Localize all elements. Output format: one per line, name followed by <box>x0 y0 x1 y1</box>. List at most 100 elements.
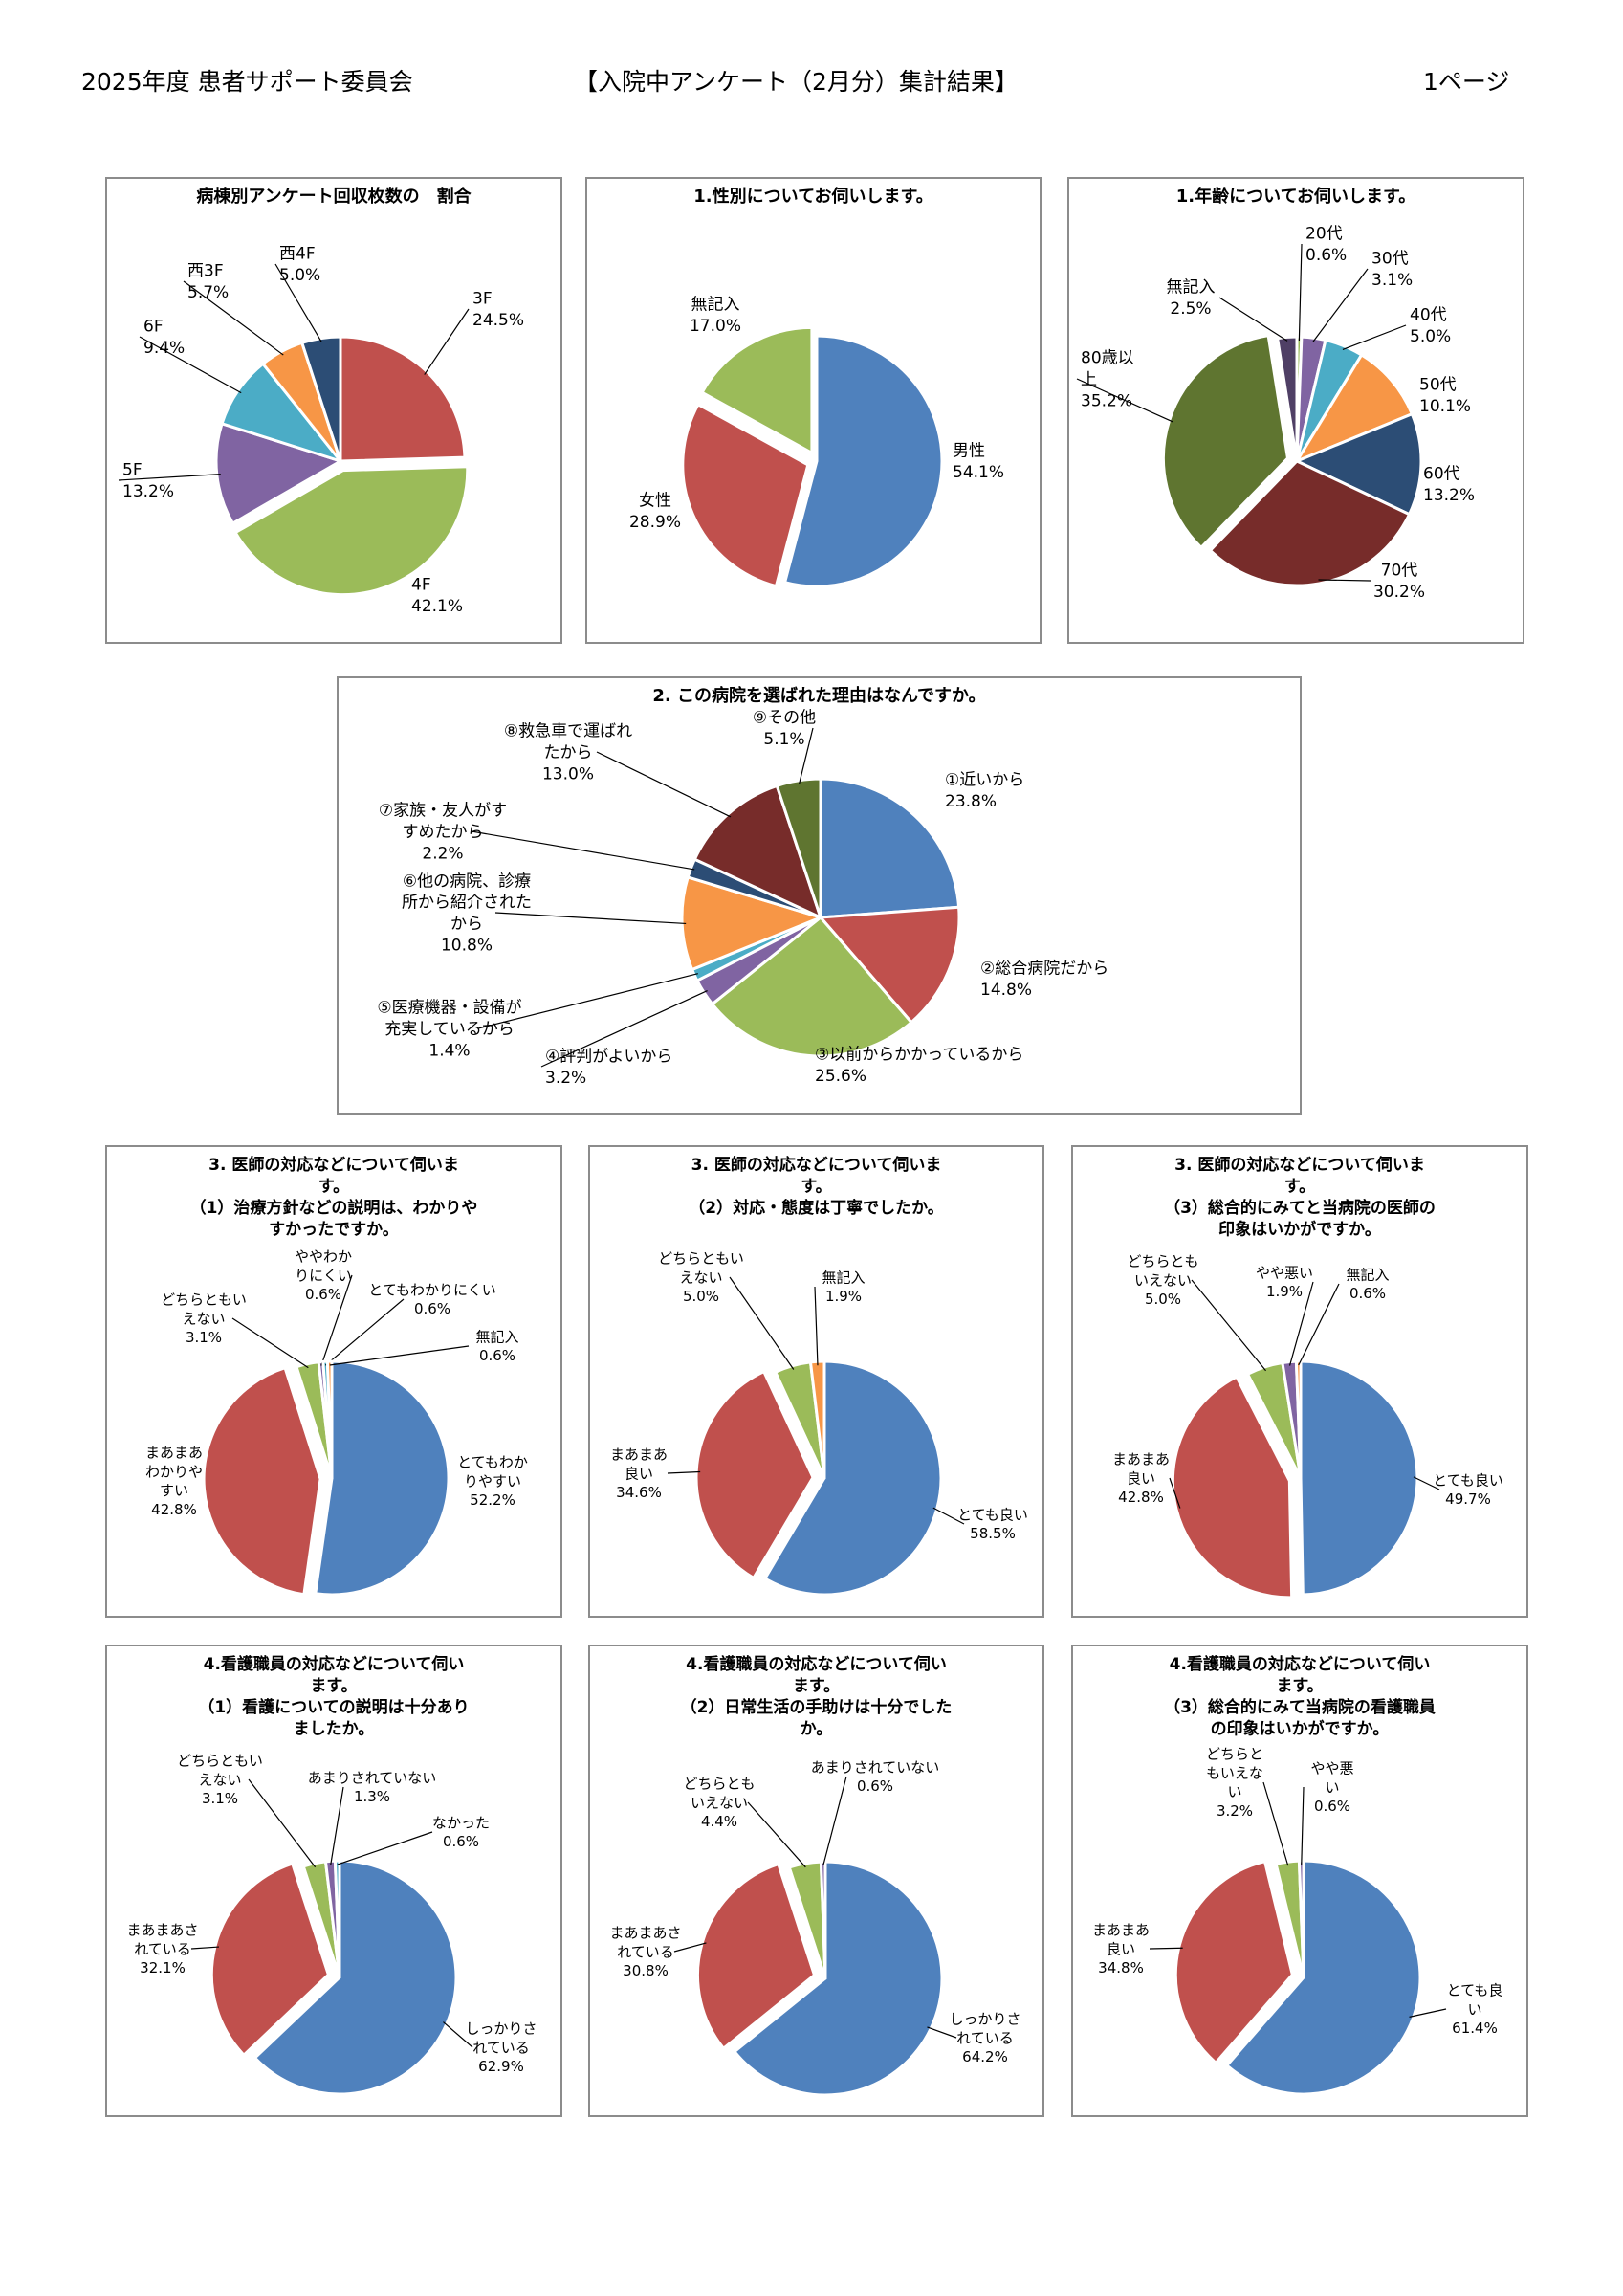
chart-title: （2）日常生活の手助けは十分でした <box>681 1697 953 1717</box>
slice-value-label: 49.7% <box>1445 1490 1491 1508</box>
header-survey-title: 【入院中アンケート（2月分）集計結果】 <box>574 68 1019 96</box>
leader-line <box>329 1345 470 1366</box>
leader-line <box>927 2026 957 2039</box>
pie-slice <box>333 1859 341 1979</box>
pie-slice <box>819 1860 827 1980</box>
slice-category-label: 無記入 <box>475 1328 518 1345</box>
slice-category-label: どちらとも <box>1127 1252 1198 1269</box>
slice-category-label: 無記入 <box>822 1269 865 1286</box>
leader-line <box>337 1831 433 1866</box>
slice-category-label: なかった <box>432 1814 490 1831</box>
chart-title: の印象はいかがですか。 <box>1211 1718 1390 1738</box>
pie-slice <box>819 905 961 1025</box>
slice-category-label: から <box>450 915 483 934</box>
pie-slice <box>783 334 944 588</box>
slice-category-label: 上 <box>1081 370 1097 389</box>
leader-line <box>477 973 698 1029</box>
slice-category-label: いえない <box>691 1794 748 1811</box>
slice-value-label: 32.1% <box>140 1959 186 1976</box>
leader-line <box>1298 243 1303 342</box>
pie-slice <box>1225 1859 1422 2096</box>
chart-title: 2. この病院を選ばれた理由はなんですか。 <box>652 685 985 706</box>
chart-title: ます。 <box>793 1676 840 1695</box>
slice-category-label: あまりされていない <box>811 1758 940 1776</box>
leader-line <box>320 1274 353 1366</box>
chart-title: 3. 医師の対応などについて伺いま <box>691 1155 942 1175</box>
pie-slice <box>253 1859 458 2096</box>
chart-title: （1）看護についての説明は十分あり <box>198 1697 469 1717</box>
slice-category-label: 男性 <box>953 442 985 461</box>
pie-slice <box>1208 459 1412 587</box>
slice-category-label: まあまあさ <box>126 1921 198 1938</box>
leader-line <box>1288 1281 1314 1366</box>
slice-value-label: 3.2% <box>1217 1802 1253 1820</box>
header-page-number: 1ページ <box>1423 68 1510 96</box>
slice-category-label: まあまあ <box>1112 1450 1170 1468</box>
slice-value-label: 4.4% <box>701 1813 737 1830</box>
slice-value-label: 23.8% <box>945 792 997 811</box>
slice-category-label: 50代 <box>1419 376 1457 395</box>
leader-line <box>274 263 322 342</box>
slice-category-label: 4F <box>411 576 431 595</box>
leader-line <box>324 1298 405 1366</box>
pie-slice <box>819 777 961 919</box>
slice-category-label: やや悪 <box>1310 1759 1353 1777</box>
leader-line <box>183 280 284 356</box>
slice-value-label: 13.2% <box>122 482 174 501</box>
slice-category-label: ⑧救急車で運ばれ <box>504 722 632 741</box>
leader-line <box>494 912 687 925</box>
leader-line <box>231 1317 309 1369</box>
leader-line <box>424 308 470 375</box>
pie-slice <box>763 1359 943 1597</box>
slice-value-label: 62.9% <box>478 2058 524 2075</box>
slice-category-label: りにくい <box>295 1267 352 1284</box>
slice-value-label: 5.0% <box>279 266 320 285</box>
pie-slice <box>209 1862 330 2057</box>
pie-slice <box>1299 1359 1419 1597</box>
slice-category-label: あまりされていない <box>308 1769 437 1786</box>
slice-category-label: ⑦家族・友人がす <box>379 802 507 821</box>
slice-category-label: まあまあ <box>610 1446 668 1463</box>
chart-title: すかったですか。 <box>269 1220 399 1239</box>
leader-line <box>1318 579 1371 582</box>
leader-line <box>118 474 221 481</box>
slice-category-label: すめたから <box>403 823 484 842</box>
slice-value-label: 5.0% <box>1410 327 1451 346</box>
slice-category-label: とても良 <box>1447 1981 1503 1998</box>
leader-line <box>814 1286 819 1366</box>
slice-value-label: 13.2% <box>1423 486 1475 505</box>
chart-title: す。 <box>318 1177 349 1196</box>
pie-chart-svg: 2. この病院を選ばれた理由はなんですか。 ①近いから 23.8% ②総合病院だから 1… <box>377 685 1108 1088</box>
slice-category-label: 3F <box>472 290 493 309</box>
slice-category-label: まあまあ <box>145 1445 203 1462</box>
slice-category-label: 無記入 <box>1167 278 1216 298</box>
pie-chart-svg: 病棟別アンケート回収枚数の 割合 3F 24.5% 4F 42.1% 5F 13.2% 6F 9… <box>118 186 524 616</box>
slice-value-label: 2.5% <box>1170 299 1211 319</box>
leader-line <box>1169 1477 1181 1509</box>
slice-value-label: 30.2% <box>1373 583 1425 602</box>
slice-category-label: れている <box>617 1943 674 1960</box>
slice-value-label: 30.8% <box>623 1962 669 1979</box>
slice-category-label: どちらともい <box>658 1249 744 1267</box>
chart-title: す。 <box>801 1177 831 1196</box>
slice-value-label: 17.0% <box>690 317 741 336</box>
slice-category-label: ⑥他の病院、診療 <box>403 872 531 891</box>
chart-title: （3）総合的にみてと当病院の医師の <box>1164 1198 1436 1218</box>
slice-value-label: 34.8% <box>1098 1959 1144 1976</box>
pie-slice <box>775 777 822 919</box>
slice-value-label: 5.0% <box>683 1288 719 1305</box>
slice-value-label: 42.8% <box>1118 1489 1164 1506</box>
chart-title: 病棟別アンケート回収枚数の 割合 <box>196 186 472 207</box>
slice-category-label: 無記入 <box>691 296 740 315</box>
slice-value-label: 0.6% <box>1314 1798 1350 1815</box>
slice-value-label: 0.6% <box>479 1347 515 1364</box>
chart-title: （2）対応・態度は丁寧でしたか。 <box>689 1198 944 1218</box>
slice-category-label: い <box>1467 2000 1481 2018</box>
leader-line <box>667 1470 701 1474</box>
slice-value-label: 24.5% <box>472 311 524 330</box>
slice-value-label: 0.6% <box>414 1300 450 1317</box>
slice-category-label: ⑨その他 <box>753 709 816 728</box>
slice-value-label: 0.6% <box>305 1286 341 1303</box>
slice-category-label: ⑤医療機器・設備が <box>377 999 521 1018</box>
